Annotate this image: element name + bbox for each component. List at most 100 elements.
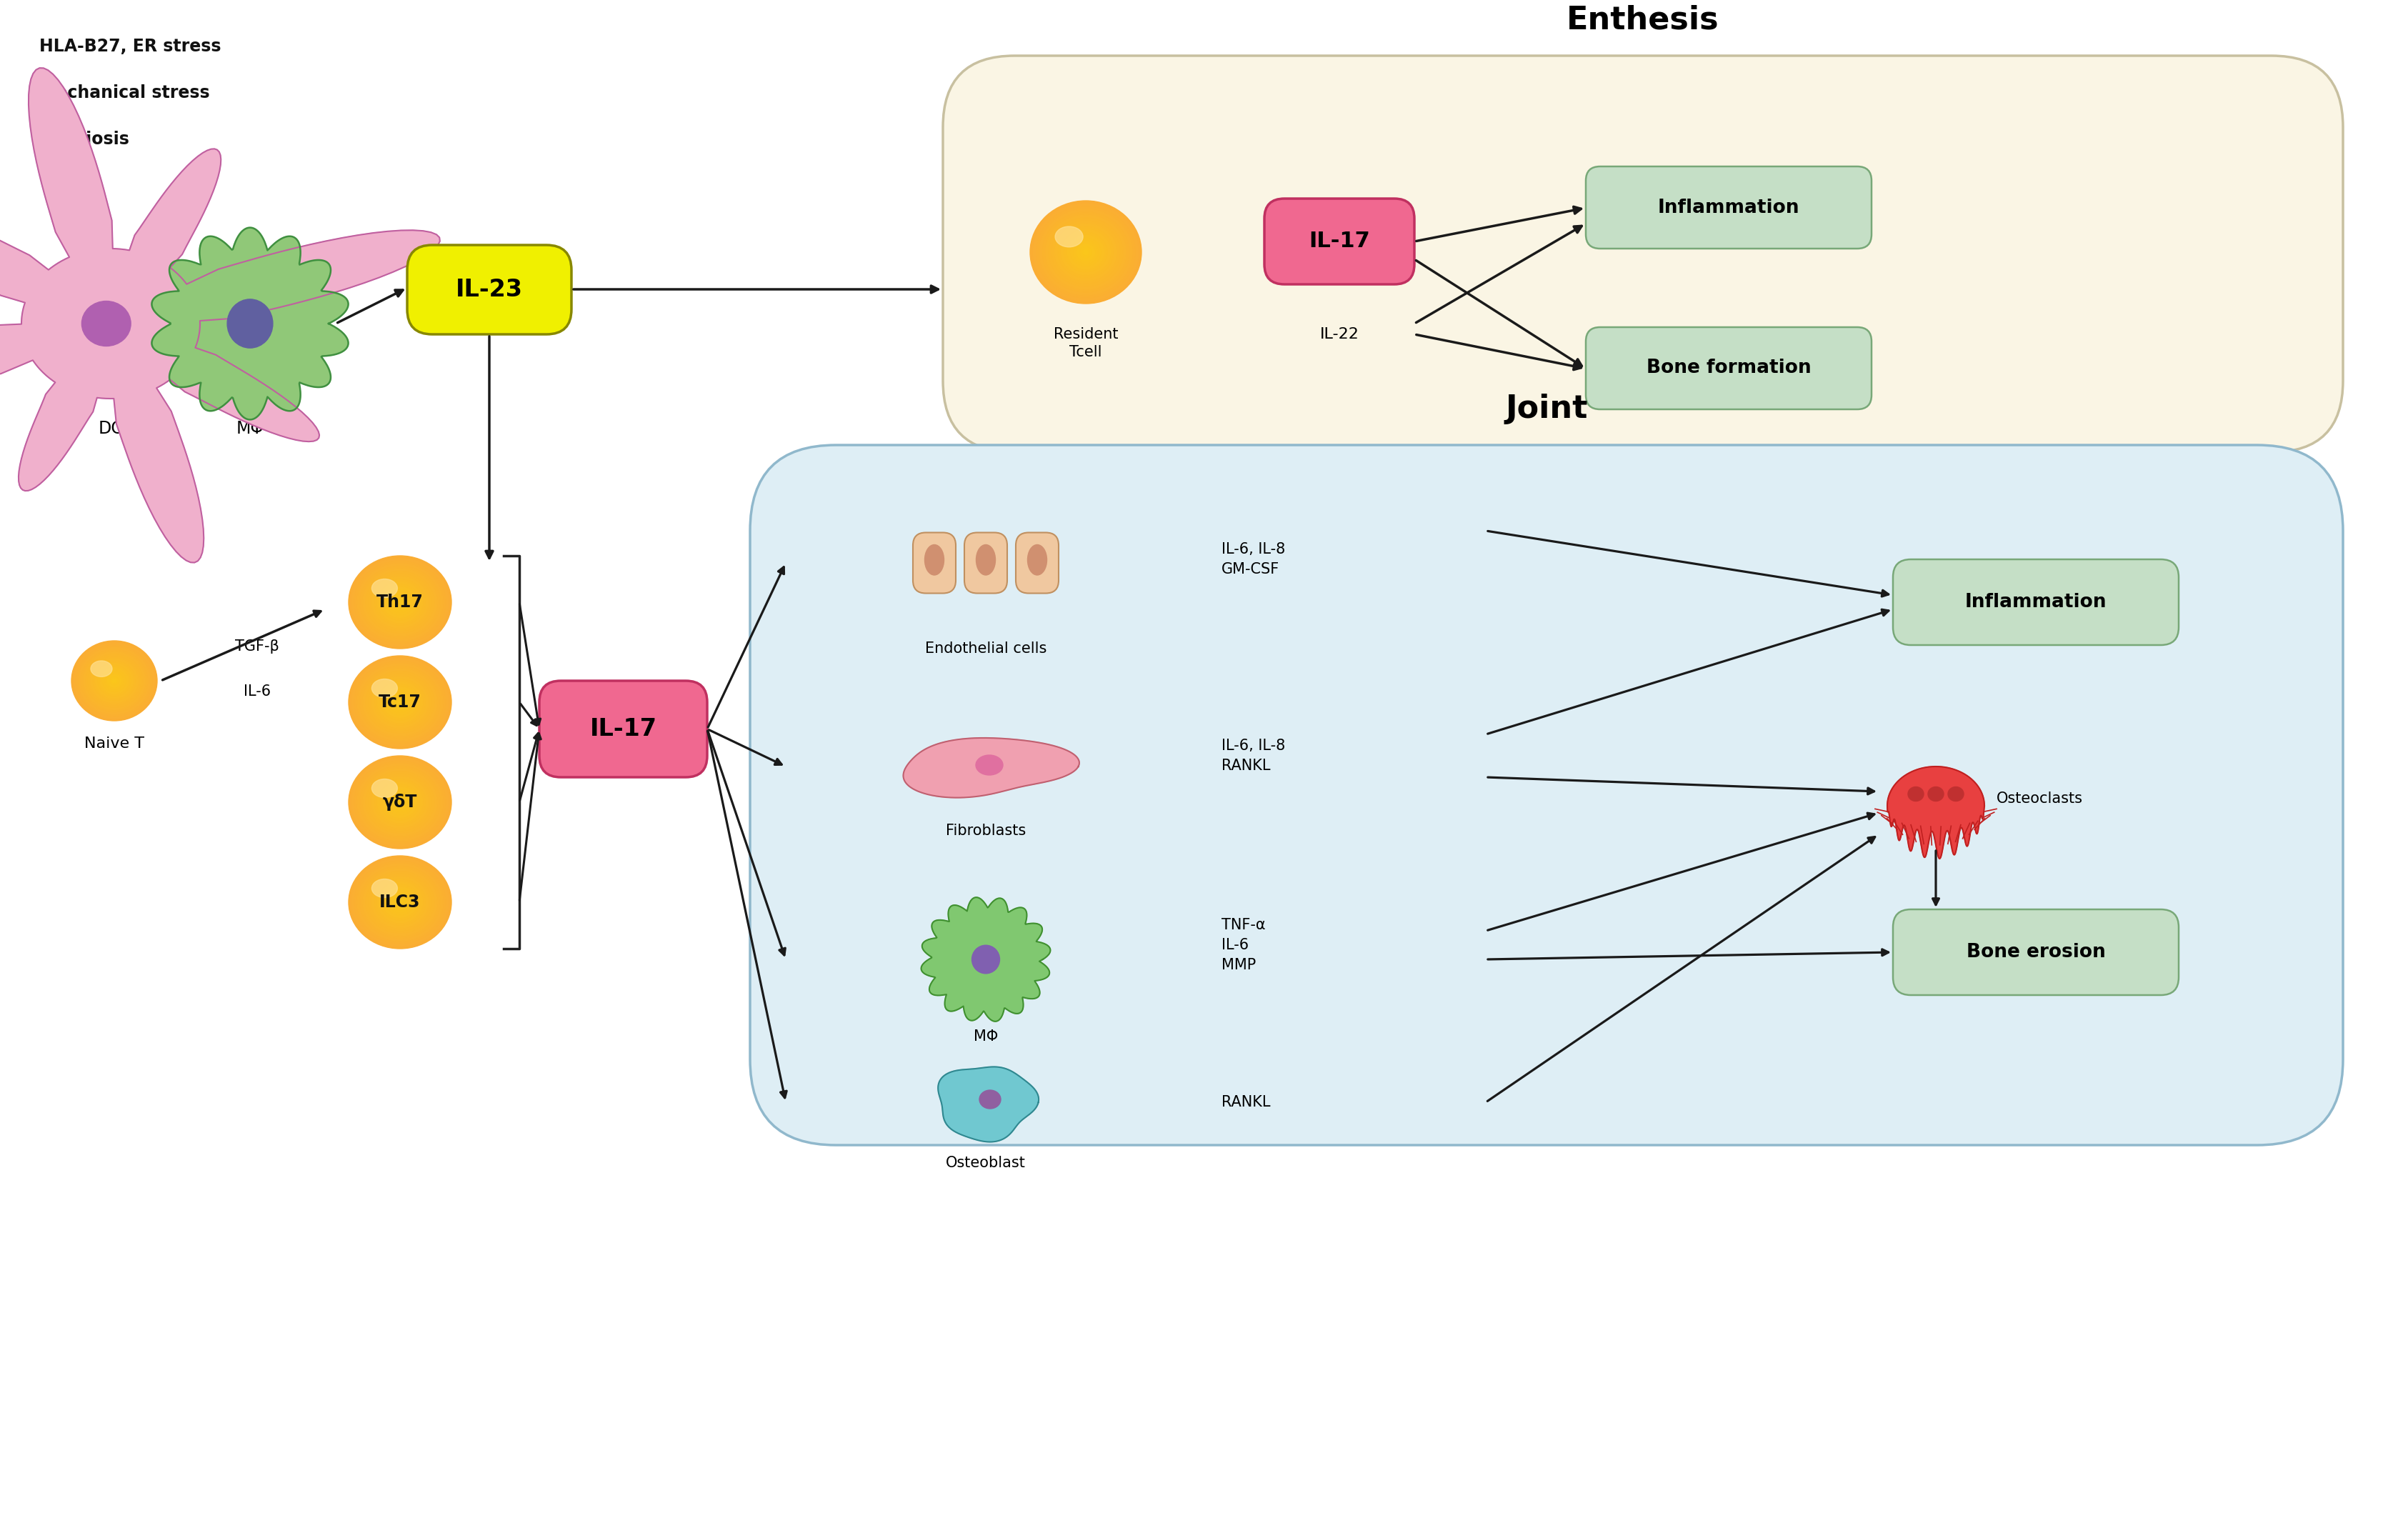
Ellipse shape xyxy=(1907,787,1924,801)
Ellipse shape xyxy=(1074,241,1098,263)
Ellipse shape xyxy=(79,647,149,714)
Ellipse shape xyxy=(397,900,402,904)
Text: MΦ: MΦ xyxy=(973,1029,997,1044)
Ellipse shape xyxy=(96,663,132,698)
FancyBboxPatch shape xyxy=(913,532,956,594)
Ellipse shape xyxy=(361,566,441,638)
Ellipse shape xyxy=(72,641,157,721)
Ellipse shape xyxy=(383,787,417,818)
Ellipse shape xyxy=(349,855,450,949)
Polygon shape xyxy=(939,1067,1038,1141)
Ellipse shape xyxy=(371,880,397,898)
Text: IL-17: IL-17 xyxy=(1308,231,1370,252)
Ellipse shape xyxy=(393,895,409,910)
Ellipse shape xyxy=(352,758,448,846)
Ellipse shape xyxy=(354,861,445,943)
Text: TGF-β: TGF-β xyxy=(236,640,279,654)
Text: TNF-α
IL-6
MMP: TNF-α IL-6 MMP xyxy=(1221,918,1267,972)
Ellipse shape xyxy=(1948,787,1963,801)
Ellipse shape xyxy=(393,795,409,809)
Ellipse shape xyxy=(354,561,445,643)
Text: Inflammation: Inflammation xyxy=(1657,198,1799,217)
Text: IL-23: IL-23 xyxy=(455,278,523,301)
Ellipse shape xyxy=(385,889,414,915)
Ellipse shape xyxy=(383,588,417,617)
Ellipse shape xyxy=(84,652,144,709)
Ellipse shape xyxy=(364,669,438,735)
Ellipse shape xyxy=(99,666,130,697)
Ellipse shape xyxy=(1055,226,1084,248)
Text: Naive T: Naive T xyxy=(84,737,144,751)
Ellipse shape xyxy=(113,678,116,683)
Text: Osteoblast: Osteoblast xyxy=(946,1157,1026,1170)
Text: ILC3: ILC3 xyxy=(380,894,421,910)
Ellipse shape xyxy=(356,563,443,641)
Ellipse shape xyxy=(361,866,441,938)
Ellipse shape xyxy=(226,300,272,348)
FancyBboxPatch shape xyxy=(1587,328,1871,409)
Ellipse shape xyxy=(1057,226,1112,278)
Ellipse shape xyxy=(92,658,137,703)
Ellipse shape xyxy=(364,769,438,835)
Ellipse shape xyxy=(354,761,445,843)
Ellipse shape xyxy=(92,661,113,677)
Ellipse shape xyxy=(104,671,125,692)
FancyBboxPatch shape xyxy=(963,532,1007,594)
Ellipse shape xyxy=(385,789,414,815)
Text: IL-17: IL-17 xyxy=(590,717,657,741)
Text: Th17: Th17 xyxy=(376,594,424,611)
Ellipse shape xyxy=(368,774,431,831)
Ellipse shape xyxy=(354,661,445,743)
Ellipse shape xyxy=(388,792,412,812)
Ellipse shape xyxy=(82,649,147,712)
Text: DC: DC xyxy=(99,420,123,437)
Ellipse shape xyxy=(376,880,426,926)
Ellipse shape xyxy=(368,674,431,731)
Text: Bone formation: Bone formation xyxy=(1647,358,1811,377)
Ellipse shape xyxy=(352,558,448,646)
Text: Fibroblasts: Fibroblasts xyxy=(946,824,1026,838)
Ellipse shape xyxy=(385,689,414,715)
Ellipse shape xyxy=(395,597,405,608)
Ellipse shape xyxy=(1045,215,1127,289)
Ellipse shape xyxy=(366,872,433,934)
Ellipse shape xyxy=(349,555,450,649)
Ellipse shape xyxy=(349,655,450,749)
Ellipse shape xyxy=(388,692,412,712)
Polygon shape xyxy=(1888,766,1984,858)
Text: MΦ: MΦ xyxy=(236,420,265,437)
Ellipse shape xyxy=(388,592,412,612)
Ellipse shape xyxy=(395,797,405,807)
Text: γδT: γδT xyxy=(383,794,417,811)
FancyBboxPatch shape xyxy=(749,444,2343,1146)
FancyBboxPatch shape xyxy=(1893,909,2179,995)
Ellipse shape xyxy=(380,684,419,720)
Ellipse shape xyxy=(1929,787,1943,801)
Ellipse shape xyxy=(380,584,419,620)
Ellipse shape xyxy=(371,780,397,798)
Ellipse shape xyxy=(1033,203,1139,301)
Ellipse shape xyxy=(349,755,450,849)
Ellipse shape xyxy=(368,574,431,631)
Ellipse shape xyxy=(356,663,443,741)
Text: Bone erosion: Bone erosion xyxy=(1967,943,2105,961)
Text: IL-6, IL-8
GM-CSF: IL-6, IL-8 GM-CSF xyxy=(1221,543,1286,577)
Ellipse shape xyxy=(1028,544,1047,575)
Ellipse shape xyxy=(397,700,402,704)
Ellipse shape xyxy=(378,681,424,723)
Ellipse shape xyxy=(361,766,441,838)
Ellipse shape xyxy=(383,887,417,918)
Text: IL-6, IL-8
RANKL: IL-6, IL-8 RANKL xyxy=(1221,738,1286,774)
Ellipse shape xyxy=(366,772,433,834)
Ellipse shape xyxy=(975,755,1002,775)
Ellipse shape xyxy=(368,874,431,930)
Ellipse shape xyxy=(378,781,424,823)
Ellipse shape xyxy=(111,677,118,684)
Text: HLA-B27, ER stress: HLA-B27, ER stress xyxy=(39,38,222,55)
Ellipse shape xyxy=(371,678,397,698)
Ellipse shape xyxy=(395,897,405,907)
Polygon shape xyxy=(922,897,1050,1021)
Ellipse shape xyxy=(1035,206,1134,298)
Polygon shape xyxy=(0,68,441,563)
Ellipse shape xyxy=(364,869,438,935)
